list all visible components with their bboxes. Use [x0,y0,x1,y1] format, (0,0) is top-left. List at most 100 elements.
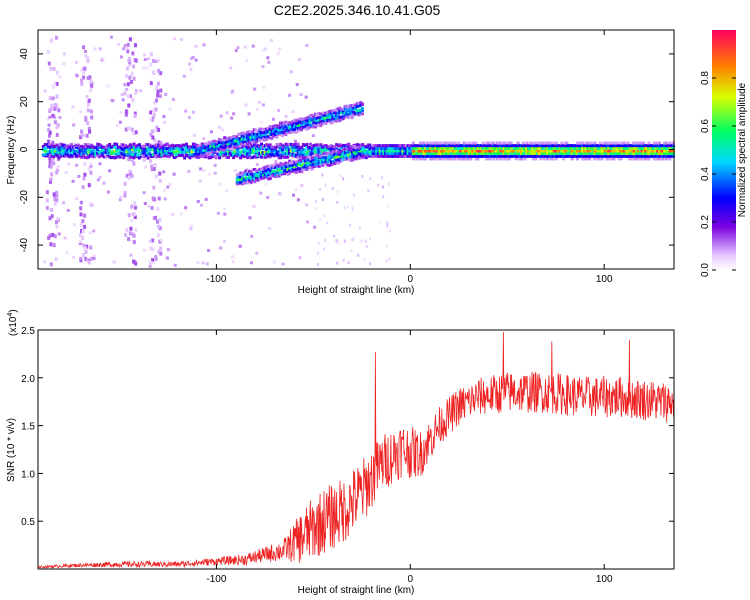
spectrogram-cell [251,155,255,159]
spectrogram-cell [132,161,136,166]
spectrogram-cell [338,143,342,147]
spectrogram-cell [277,128,281,132]
spectrogram-cell [231,260,235,264]
spectrogram-cell [278,47,282,51]
spectrogram-cell [270,174,274,178]
spectrogram-cell [167,149,171,153]
spectrogram-cell [340,115,344,119]
spectrogram-cell [302,167,306,171]
spectrogram-cell [152,108,156,113]
spectrogram-cell [112,260,116,264]
spectrogram-cell [268,136,272,140]
spectrogram-cell [279,148,283,152]
spectrogram-cell [158,147,162,151]
spectrogram-cell [420,141,424,145]
spectrogram-cell [464,144,468,148]
spectrogram-cell [127,150,131,154]
spectrogram-cell [467,149,471,153]
spectrogram-cell [90,144,94,148]
spectrogram-cell [204,197,208,201]
spectrogram-cell [396,146,400,150]
spectrogram-cell [270,145,274,149]
spectrogram-cell [132,240,136,245]
spectrogram-cell [387,154,391,158]
spectrogram-cell [323,151,326,155]
spectrogram-cell [663,154,667,158]
spectrogram-cell [85,144,89,148]
spectrogram-cell [422,141,426,145]
spectrogram-cell [142,53,146,57]
spectrogram-cell [253,143,256,147]
spectrogram-cell [392,154,396,158]
spectrogram-cell [354,106,358,110]
spectrogram-cell [96,142,99,146]
spectrogram-cell [652,149,656,153]
spectrogram-cell [640,141,644,145]
spectrogram-cell [252,132,256,136]
spectrogram-cell [116,148,120,152]
spectrogram-cell [582,152,586,156]
spectrogram-cell [558,144,562,148]
spectrogram-cell [79,135,83,140]
spectrogram-cell [649,152,653,156]
spectrogram-cell [548,152,551,156]
spectrogram-cell [260,176,264,180]
spectrogram-cell [90,203,94,207]
spectrogram-cell [647,152,651,156]
spectrogram-cell [289,146,293,150]
spectrogram-cell [321,148,325,152]
spectrogram-cell [90,150,94,154]
spectrogram-cell [415,144,419,148]
spectrogram-cell [152,185,156,190]
spectrogram-cell [614,144,618,148]
spectrogram-cell [404,154,408,158]
spectrogram-cell [49,107,53,111]
snr-ylabel: SNR (10 * v/v) [6,418,17,482]
spectrogram-cell [251,178,255,182]
spectrogram-cell [351,147,354,151]
spectrogram-cell [275,129,279,133]
spectrogram-cell [455,146,459,150]
spectrogram-cell [284,120,288,124]
spectrogram-cell [61,145,65,149]
spectrogram-cell [190,150,194,154]
spectrogram-cell [238,137,242,140]
spectrogram-cell [499,146,503,150]
spectrogram-cell [291,123,295,127]
spectrogram-cell [621,154,625,158]
spectrogram-cell [237,145,241,148]
spectrogram-cell [509,141,513,145]
spectrogram-cell [378,152,382,156]
spectrogram-cell [643,154,647,158]
spectrogram-cell [231,135,235,139]
spectrogram-cell [159,71,163,76]
spectrogram-cell [521,144,525,148]
spectrogram-cell [429,141,433,145]
colorbar-tick-label: 0.8 [700,71,711,85]
spectrogram-cell [268,133,272,136]
spectrogram-cell [274,163,278,167]
spectrogram-cell [652,157,656,161]
spectrogram-cell [237,137,241,141]
spectrogram-cell [450,149,454,153]
spectrogram-cell [544,154,548,158]
spectrogram-cell [139,154,143,158]
spectrogram-cell [586,141,590,145]
spectrogram-cell [242,171,246,175]
spectrogram-cell [307,166,311,170]
spectrogram-cell [263,144,267,148]
spectrogram-cell [178,144,181,148]
spectrogram-cell [127,94,130,99]
spectrogram-cell [55,35,58,40]
spectrogram-cell [413,144,417,148]
spectrogram-cell [265,156,269,160]
spectrogram-cell [129,239,133,243]
spectrogram-cell [383,152,387,156]
spectrogram-cell [52,243,56,248]
spectrogram-cell [584,141,588,145]
spectrogram-cell [296,123,300,127]
spectrogram-cell [637,157,640,161]
spectrogram-cell [654,144,658,148]
spectrogram-cell [277,172,281,176]
spectrogram-cell [476,154,480,158]
